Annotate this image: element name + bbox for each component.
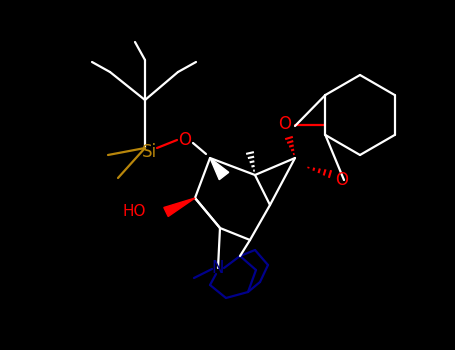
Polygon shape — [210, 158, 229, 180]
Text: Si: Si — [142, 143, 157, 161]
Text: O: O — [278, 115, 292, 133]
Text: O: O — [178, 131, 192, 149]
Text: HO: HO — [122, 204, 146, 219]
Text: O: O — [335, 171, 349, 189]
Text: N: N — [212, 259, 224, 277]
Polygon shape — [164, 198, 195, 217]
